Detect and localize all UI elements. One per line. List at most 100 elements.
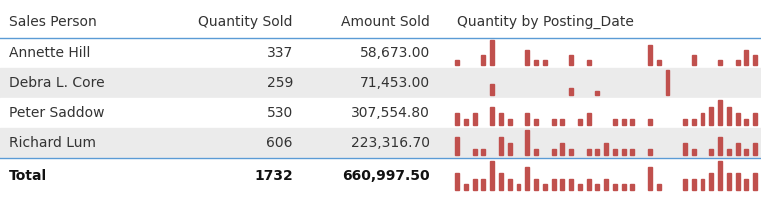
Text: Total: Total	[9, 169, 47, 183]
Bar	[455, 60, 459, 65]
Bar	[499, 173, 503, 190]
Bar	[534, 149, 538, 155]
Bar	[587, 149, 591, 155]
Bar	[683, 143, 687, 155]
Bar	[552, 149, 556, 155]
Bar	[648, 119, 652, 125]
Text: Amount Sold: Amount Sold	[341, 15, 430, 29]
Text: Quantity Sold: Quantity Sold	[199, 15, 293, 29]
Bar	[718, 137, 722, 155]
Text: 337: 337	[267, 46, 293, 60]
Bar	[552, 119, 556, 125]
Bar	[648, 149, 652, 155]
Bar	[473, 149, 476, 155]
Bar	[543, 185, 546, 190]
Bar	[709, 149, 713, 155]
Bar	[455, 113, 459, 125]
Bar	[0, 68, 761, 98]
Bar	[595, 149, 600, 155]
Bar	[604, 179, 608, 190]
Bar	[648, 167, 652, 190]
Bar	[736, 60, 740, 65]
Bar	[473, 113, 476, 125]
Bar	[0, 6, 761, 38]
Bar	[508, 179, 511, 190]
Bar	[0, 98, 761, 128]
Bar	[692, 55, 696, 65]
Bar	[727, 149, 731, 155]
Bar	[560, 119, 565, 125]
Bar	[517, 185, 521, 190]
Bar	[525, 130, 529, 155]
Bar	[736, 113, 740, 125]
Bar	[744, 179, 748, 190]
Bar	[744, 119, 748, 125]
Bar	[508, 143, 511, 155]
Bar	[560, 143, 565, 155]
Bar	[701, 113, 705, 125]
Bar	[578, 185, 582, 190]
Bar	[455, 137, 459, 155]
Bar	[0, 158, 761, 194]
Bar	[595, 91, 600, 95]
Text: 223,316.70: 223,316.70	[351, 136, 430, 150]
Bar	[692, 149, 696, 155]
Bar	[709, 173, 713, 190]
Bar	[718, 100, 722, 125]
Bar	[569, 88, 573, 95]
Bar	[490, 40, 494, 65]
Bar	[709, 107, 713, 125]
Bar	[525, 50, 529, 65]
Bar	[613, 185, 617, 190]
Text: 530: 530	[267, 106, 293, 120]
Text: 606: 606	[266, 136, 293, 150]
Bar	[455, 173, 459, 190]
Bar	[692, 119, 696, 125]
Bar	[534, 60, 538, 65]
Bar	[543, 60, 546, 65]
Bar	[482, 179, 486, 190]
Bar	[473, 179, 476, 190]
Bar	[482, 149, 486, 155]
Bar	[727, 173, 731, 190]
Bar	[666, 70, 670, 95]
Text: 660,997.50: 660,997.50	[342, 169, 430, 183]
Bar	[534, 179, 538, 190]
Bar	[569, 149, 573, 155]
Bar	[744, 149, 748, 155]
Text: 58,673.00: 58,673.00	[360, 46, 430, 60]
Text: Quantity by Posting_Date: Quantity by Posting_Date	[457, 15, 633, 29]
Bar	[525, 167, 529, 190]
Bar	[692, 179, 696, 190]
Bar	[534, 119, 538, 125]
Bar	[569, 55, 573, 65]
Bar	[753, 55, 757, 65]
Bar	[595, 185, 600, 190]
Bar	[560, 179, 565, 190]
Bar	[630, 185, 635, 190]
Bar	[0, 128, 761, 158]
Bar	[525, 113, 529, 125]
Bar	[464, 119, 468, 125]
Bar	[622, 185, 626, 190]
Text: Debra L. Core: Debra L. Core	[9, 76, 105, 90]
Bar	[464, 185, 468, 190]
Bar	[552, 179, 556, 190]
Text: Annette Hill: Annette Hill	[9, 46, 91, 60]
Bar	[578, 119, 582, 125]
Bar	[490, 85, 494, 95]
Bar	[0, 38, 761, 68]
Text: Richard Lum: Richard Lum	[9, 136, 96, 150]
Bar	[744, 50, 748, 65]
Bar	[683, 179, 687, 190]
Bar	[736, 143, 740, 155]
Bar	[718, 161, 722, 190]
Bar	[508, 119, 511, 125]
Bar	[613, 119, 617, 125]
Bar	[499, 137, 503, 155]
Bar	[490, 107, 494, 125]
Bar	[657, 60, 661, 65]
Text: 1732: 1732	[254, 169, 293, 183]
Bar	[753, 173, 757, 190]
Text: 71,453.00: 71,453.00	[360, 76, 430, 90]
